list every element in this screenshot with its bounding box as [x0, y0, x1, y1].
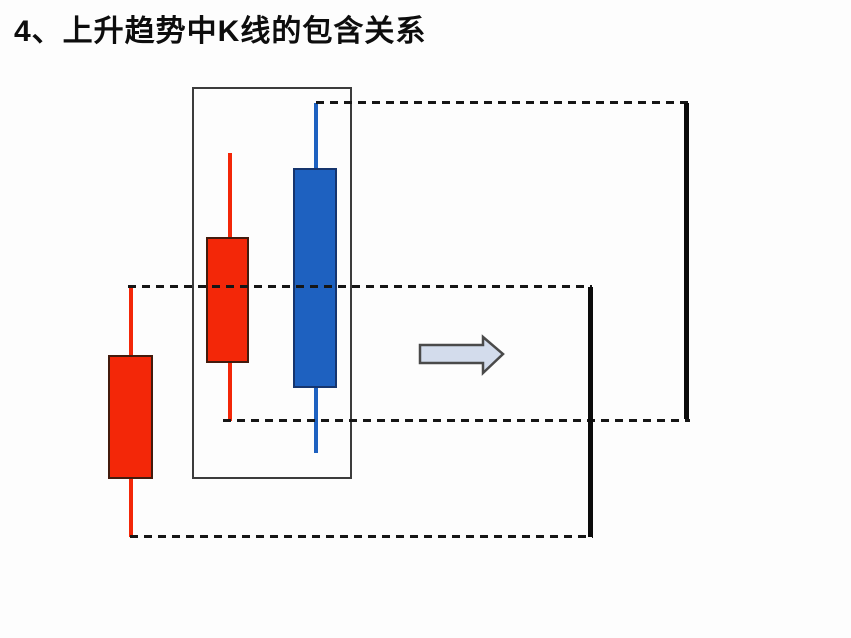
left-red-candle-icon	[108, 355, 153, 479]
contained-red-candle-icon	[206, 237, 249, 363]
dashed-line-low-merged	[223, 419, 690, 422]
containment-box	[192, 87, 352, 479]
dashed-line-low-first	[130, 535, 593, 538]
page-title: 4、上升趋势中K线的包含关系	[14, 15, 427, 48]
dashed-line-high-first	[128, 285, 592, 288]
dashed-line-high-merged	[316, 101, 688, 104]
containing-blue-candle-icon	[293, 168, 337, 388]
merged-kline-left-icon	[588, 287, 593, 537]
right-arrow-icon	[418, 334, 505, 376]
merged-kline-right-icon	[684, 103, 689, 419]
